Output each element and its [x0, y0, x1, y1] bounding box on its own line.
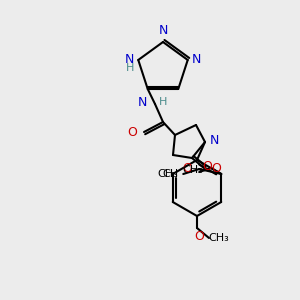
Text: N: N [158, 24, 168, 37]
Text: O: O [211, 161, 221, 175]
Text: CH₃: CH₃ [208, 233, 230, 243]
Text: N: N [192, 53, 201, 67]
Text: CH₃: CH₃ [158, 169, 178, 179]
Text: N: N [138, 95, 147, 109]
Text: CH₃: CH₃ [183, 165, 204, 175]
Text: O: O [202, 160, 212, 172]
Text: CH: CH [162, 169, 178, 179]
Text: N: N [125, 53, 134, 67]
Text: O: O [194, 230, 204, 242]
Text: O: O [127, 125, 137, 139]
Text: H: H [159, 97, 167, 107]
Text: O: O [182, 163, 192, 176]
Text: H: H [126, 63, 134, 73]
Text: N: N [210, 134, 219, 148]
